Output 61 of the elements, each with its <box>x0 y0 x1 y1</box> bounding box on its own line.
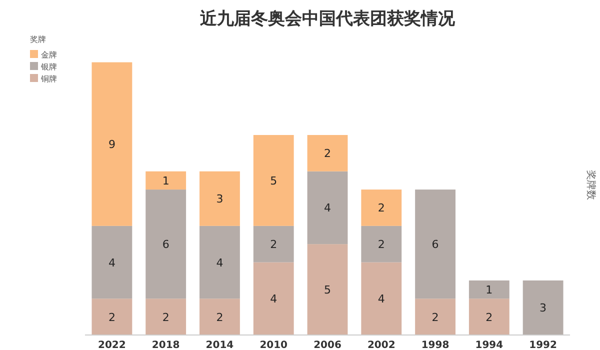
legend-title: 奖牌 <box>30 35 46 44</box>
bar <box>307 135 348 172</box>
bar <box>361 262 402 335</box>
data-label: 3 <box>540 302 547 315</box>
bar <box>92 298 132 335</box>
data-label: 4 <box>216 256 224 270</box>
data-label: 4 <box>378 292 385 306</box>
x-tick-label: 2002 <box>367 340 396 350</box>
bar <box>307 244 348 335</box>
legend-label: 铜牌 <box>40 74 57 84</box>
bar <box>200 171 240 226</box>
data-label: 9 <box>108 138 116 152</box>
bar <box>146 190 186 299</box>
legend-label: 银牌 <box>40 62 57 72</box>
bar <box>200 298 240 335</box>
bar <box>361 190 402 226</box>
x-tick-label: 2010 <box>260 340 288 350</box>
data-label: 2 <box>216 310 224 324</box>
bar <box>146 171 186 190</box>
data-label: 2 <box>378 238 385 252</box>
bar <box>146 298 186 335</box>
data-label: 5 <box>324 284 331 297</box>
data-label: 4 <box>108 256 116 270</box>
y-axis-title: 奖牌数 <box>585 170 597 200</box>
x-tick-label: 2014 <box>206 340 234 350</box>
bar <box>415 298 456 335</box>
bar <box>253 226 294 262</box>
data-label: 2 <box>162 310 170 324</box>
legend-label: 金牌 <box>41 50 57 60</box>
x-tick-label: 1994 <box>475 340 504 350</box>
bar <box>468 280 510 299</box>
data-label: 2 <box>378 202 385 215</box>
bar <box>522 280 564 335</box>
bar <box>253 262 294 335</box>
x-tick-label: 2022 <box>98 340 126 350</box>
data-label: 2 <box>270 238 278 252</box>
bar <box>92 62 132 226</box>
data-label: 2 <box>324 147 331 160</box>
bar <box>307 171 348 244</box>
x-tick-label: 2018 <box>152 340 180 350</box>
data-label: 2 <box>108 310 116 324</box>
data-label: 3 <box>216 192 224 206</box>
data-label: 2 <box>486 310 493 324</box>
title: 近九届冬奥会中国代表团获奖情况 <box>200 9 455 29</box>
data-label: 6 <box>432 238 439 252</box>
data-label: 5 <box>270 174 278 188</box>
bar <box>415 190 456 299</box>
data-label: 4 <box>324 202 331 215</box>
bar <box>92 226 132 299</box>
bar <box>253 135 294 226</box>
data-label: 6 <box>162 238 170 252</box>
x-tick-label: 1992 <box>529 340 558 350</box>
data-label: 4 <box>270 292 278 306</box>
bar <box>468 298 510 335</box>
x-tick-label: 1998 <box>421 340 450 350</box>
x-tick-label: 2006 <box>314 340 342 350</box>
bar <box>361 226 402 262</box>
data-label: 2 <box>432 310 439 324</box>
data-label: 1 <box>162 174 170 188</box>
bar <box>200 226 240 299</box>
data-label: 1 <box>486 284 493 297</box>
